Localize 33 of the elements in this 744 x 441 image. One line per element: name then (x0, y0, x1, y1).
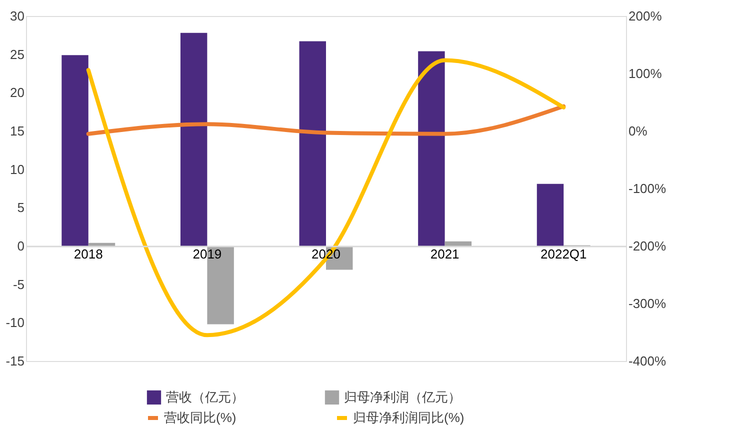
y2-tick-label: 100% (628, 66, 662, 81)
x-tick-label: 2019 (192, 246, 222, 262)
y2-tick-label: -200% (628, 238, 667, 254)
legend-label: 营收同比(%) (164, 410, 236, 425)
bar (299, 41, 326, 246)
bar (536, 184, 564, 246)
legend-label: 归母净利润同比(%) (353, 410, 464, 425)
x-tick-label: 2018 (74, 246, 103, 262)
y-tick-label: 30 (10, 8, 24, 24)
y-tick-label: -10 (6, 315, 24, 330)
bar (62, 55, 88, 246)
bar (180, 32, 208, 246)
y-tick-label: -5 (12, 276, 24, 292)
legend-label: 营收（亿元） (166, 389, 244, 404)
x-tick-label: 2022Q1 (540, 246, 587, 262)
y-tick-label: 20 (10, 85, 24, 100)
legend-label: 归母净利润（亿元） (344, 389, 461, 404)
y-tick-label: -15 (6, 354, 24, 368)
x-tick-label: 2021 (430, 246, 460, 262)
y-tick-label: 10 (10, 162, 24, 177)
bar (88, 242, 116, 246)
y-tick-label: 5 (17, 200, 24, 216)
y2-tick-label: -300% (628, 296, 667, 311)
bar (418, 51, 445, 246)
y2-tick-label: 0% (628, 124, 648, 138)
y-tick-label: 15 (10, 124, 24, 138)
y-tick-label: 25 (10, 46, 24, 62)
y-tick-label: 0 (17, 238, 24, 254)
bar (444, 241, 472, 246)
line-series (86, 104, 566, 136)
y2-tick-label: 200% (628, 8, 662, 24)
y2-tick-label: -100% (628, 181, 667, 196)
y2-tick-label: -400% (628, 354, 667, 368)
